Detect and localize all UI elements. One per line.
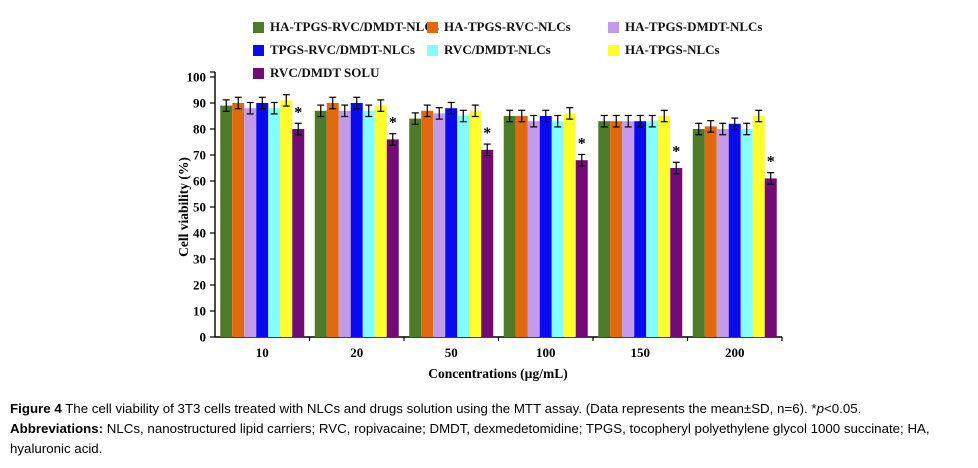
x-tick-label: 100 bbox=[536, 345, 556, 360]
bar-series6-conc100 bbox=[563, 113, 576, 338]
bar-series5-conc100 bbox=[551, 121, 564, 337]
legend-swatch-icon bbox=[608, 21, 619, 33]
y-tick-label: 50 bbox=[193, 200, 206, 215]
y-tick-label: 80 bbox=[193, 122, 206, 137]
y-tick-label: 30 bbox=[193, 252, 206, 267]
legend-item-ha-tpgs-rvc-dmdt-nlcs: HA-TPGS-RVC/DMDT-NLCs bbox=[253, 19, 439, 35]
significance-asterisk: * bbox=[767, 154, 775, 171]
caption-line-2: Abbreviations: NLCs, nanostructured lipi… bbox=[10, 419, 968, 459]
caption-text: The cell viability of 3T3 cells treated … bbox=[61, 401, 817, 416]
legend-label: HA-TPGS-RVC/DMDT-NLCs bbox=[270, 19, 439, 34]
legend-label: TPGS-RVC/DMDT-NLCs bbox=[270, 42, 415, 57]
significance-asterisk: * bbox=[294, 104, 302, 121]
bar-series1-conc10 bbox=[220, 105, 233, 337]
bar-series2-conc50 bbox=[421, 110, 434, 337]
bar-series6-conc20 bbox=[374, 105, 387, 337]
legend-swatch-icon bbox=[608, 44, 619, 56]
y-tick-label: 70 bbox=[193, 148, 206, 163]
y-tick-label: 0 bbox=[200, 330, 207, 345]
legend-item-tpgs-rvc-dmdt-nlcs: TPGS-RVC/DMDT-NLCs bbox=[253, 42, 415, 58]
bar-series3-conc200 bbox=[716, 129, 729, 337]
bar-series6-conc200 bbox=[752, 116, 765, 337]
legend-label: HA-TPGS-DMDT-NLCs bbox=[625, 19, 763, 34]
bar-series5-conc150 bbox=[646, 121, 659, 337]
abbreviations-label: Abbreviations: bbox=[10, 421, 104, 436]
bar-series1-conc150 bbox=[598, 121, 611, 337]
legend-label: RVC/DMDT SOLU bbox=[270, 65, 380, 80]
significance-asterisk: * bbox=[578, 135, 586, 152]
bar-series2-conc10 bbox=[232, 103, 245, 337]
bar-series6-conc50 bbox=[469, 110, 482, 337]
significance-asterisk: * bbox=[389, 115, 397, 132]
bar-series6-conc10 bbox=[280, 100, 293, 338]
bar-series4-conc50 bbox=[445, 108, 458, 337]
bar-series5-conc10 bbox=[268, 108, 281, 337]
bar-series5-conc200 bbox=[740, 129, 753, 337]
bar-series2-conc20 bbox=[326, 103, 339, 337]
y-tick-label: 20 bbox=[193, 278, 206, 293]
bar-series2-conc150 bbox=[610, 121, 623, 337]
figure-label: Figure 4 bbox=[10, 401, 62, 416]
bar-series6-conc150 bbox=[658, 116, 671, 337]
legend-item-ha-tpgs-nlcs: HA-TPGS-NLCs bbox=[608, 42, 720, 58]
legend-swatch-icon bbox=[427, 44, 438, 56]
legend-item-ha-tpgs-dmdt-nlcs: HA-TPGS-DMDT-NLCs bbox=[608, 19, 762, 35]
bar-series4-conc200 bbox=[728, 123, 741, 337]
x-tick-label: 20 bbox=[350, 345, 363, 360]
y-tick-label: 100 bbox=[187, 70, 207, 85]
y-tick-label: 40 bbox=[193, 226, 206, 241]
bar-series7-conc50 bbox=[481, 149, 494, 337]
legend-item-rvc-dmdt-nlcs: RVC/DMDT-NLCs bbox=[427, 42, 551, 58]
legend-label: HA-TPGS-RVC-NLCs bbox=[444, 19, 571, 34]
legend-label: HA-TPGS-NLCs bbox=[625, 42, 720, 57]
figure-caption: Figure 4 The cell viability of 3T3 cells… bbox=[10, 399, 968, 459]
bar-series3-conc100 bbox=[527, 121, 540, 337]
abbreviations-text: NLCs, nanostructured lipid carriers; RVC… bbox=[10, 421, 930, 456]
bar-series1-conc20 bbox=[314, 110, 327, 337]
bar-series7-conc150 bbox=[670, 168, 683, 337]
legend-item-rvc-dmdt-solu: RVC/DMDT SOLU bbox=[253, 65, 379, 81]
y-tick-label: 90 bbox=[193, 96, 206, 111]
x-axis-title: Concentrations (µg/mL) bbox=[428, 366, 568, 381]
caption-text-tail: <0.05. bbox=[824, 401, 862, 416]
significance-asterisk: * bbox=[672, 143, 680, 160]
bar-series3-conc10 bbox=[244, 108, 257, 337]
significance-asterisk: * bbox=[483, 125, 491, 142]
x-tick-label: 50 bbox=[445, 345, 458, 360]
bar-series3-conc150 bbox=[622, 121, 635, 337]
bar-series3-conc20 bbox=[338, 110, 351, 337]
x-tick-label: 10 bbox=[256, 345, 269, 360]
y-tick-label: 60 bbox=[193, 174, 206, 189]
legend-swatch-icon bbox=[253, 21, 264, 33]
bar-series7-conc20 bbox=[386, 139, 399, 337]
x-tick-label: 200 bbox=[725, 345, 745, 360]
bar-series5-conc20 bbox=[362, 110, 375, 337]
legend-swatch-icon bbox=[427, 21, 438, 33]
caption-line-1: Figure 4 The cell viability of 3T3 cells… bbox=[10, 399, 968, 419]
bar-series4-conc150 bbox=[634, 121, 647, 337]
bar-series1-conc200 bbox=[692, 129, 705, 337]
bar-series4-conc100 bbox=[539, 116, 552, 337]
bar-series7-conc200 bbox=[764, 178, 777, 337]
legend-swatch-icon bbox=[253, 67, 264, 79]
bar-series4-conc10 bbox=[256, 103, 269, 337]
bar-series4-conc20 bbox=[350, 103, 363, 337]
y-tick-label: 10 bbox=[193, 304, 206, 319]
bar-series7-conc10 bbox=[292, 129, 305, 337]
legend-item-ha-tpgs-rvc-nlcs: HA-TPGS-RVC-NLCs bbox=[427, 19, 571, 35]
legend-swatch-icon bbox=[253, 44, 264, 56]
bar-chart-canvas: 0 10 20 30 40 50 60 70 80 90 100 10 * 20 * 50 * 100 * 150 * 2… bbox=[187, 70, 783, 360]
bar-series2-conc100 bbox=[515, 116, 528, 337]
bar-series7-conc100 bbox=[575, 160, 588, 337]
bar-series2-conc200 bbox=[704, 126, 717, 338]
bar-series1-conc100 bbox=[503, 116, 516, 337]
bar-series5-conc50 bbox=[457, 116, 470, 337]
bar-series1-conc50 bbox=[409, 118, 422, 337]
caption-p-italic: p bbox=[816, 401, 825, 416]
x-tick-label: 150 bbox=[631, 345, 651, 360]
legend-label: RVC/DMDT-NLCs bbox=[444, 42, 551, 57]
bar-series3-conc50 bbox=[433, 113, 446, 338]
